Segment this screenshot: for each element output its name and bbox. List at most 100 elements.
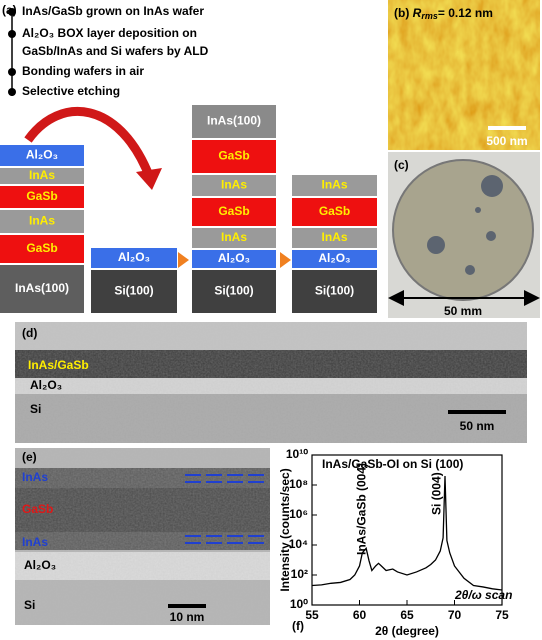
layer (192, 175, 276, 196)
x-tick-label: 70 (448, 608, 462, 622)
panel-f: 55 60 65 70 75 10⁰ 10² 10⁴ 10⁶ 10⁸ 10¹⁰ InAs/GaSb-O… (278, 447, 512, 638)
panel-d: (d) InAs/GaSb Al₂O₃ Si 50 nm (15, 322, 527, 443)
layer-label: InAs (321, 230, 347, 244)
layer-label: GaSb (26, 241, 57, 255)
layer (0, 145, 84, 166)
layer-label: GaSb (218, 149, 249, 163)
void (475, 207, 481, 213)
layer-label: Al₂O₃ (318, 251, 350, 265)
layer-label: Al₂O₃ (118, 250, 150, 264)
panel-label: (b) (394, 6, 409, 20)
scale-bar (488, 126, 526, 130)
layer-label: InAs/GaSb (28, 358, 89, 372)
scale-bar-label: 10 nm (170, 610, 205, 624)
x-tick-label: 55 (305, 608, 319, 622)
step-arrow (178, 252, 189, 268)
void (465, 265, 475, 275)
step-text: Bonding wafers in air (22, 64, 144, 78)
layer-label: GaSb (218, 204, 249, 218)
panel-b: (b) Rrms= 0.12 nm 500 nm (388, 0, 540, 150)
y-tick-label: 10¹⁰ (286, 447, 308, 461)
void (481, 175, 503, 197)
layer-label: InAs (221, 178, 247, 192)
layer (192, 228, 276, 248)
layer (91, 270, 177, 313)
layer-label: GaSb (319, 204, 350, 218)
panel-label: (c) (394, 158, 409, 172)
x-tick-label: 60 (353, 608, 367, 622)
layer-label: Al₂O₃ (30, 378, 62, 392)
scale-bar-label: 50 nm (460, 419, 495, 433)
layer-label: GaSb (22, 502, 53, 516)
y-axis-label: Intensity (counts/sec) (278, 468, 292, 591)
annotation: Si (004) (430, 472, 444, 515)
process-arrow (24, 106, 155, 180)
layer (192, 270, 276, 313)
tem-noise (15, 322, 527, 443)
xrd-curve (311, 475, 503, 591)
afm-label: (b) Rrms= 0.12 nm (394, 6, 493, 21)
rms-subscript: rms (421, 11, 438, 21)
step-dot (8, 88, 16, 96)
layer-label: InAs (29, 168, 55, 182)
wafer (392, 159, 534, 301)
y-tick-label: 10⁶ (289, 507, 308, 521)
layer-label: InAs (29, 214, 55, 228)
layer (192, 250, 276, 268)
x-tick-label: 75 (495, 608, 509, 622)
panel-e: (e) InAs GaSb InAs Al₂O₃ Si 10 nm (15, 448, 270, 625)
layer (292, 250, 377, 268)
layer-label: InAs(100) (15, 281, 69, 295)
layer (0, 235, 84, 263)
x-tick-label: 65 (400, 608, 414, 622)
layer (292, 228, 377, 248)
layer-label: InAs (22, 470, 48, 484)
step-dot (8, 30, 16, 38)
layer (0, 186, 84, 208)
rms-symbol: R (413, 6, 422, 20)
layer-label: GaSb (26, 189, 57, 203)
afm-image (388, 0, 540, 150)
scale-bar (448, 410, 506, 414)
panel-c: (c) 50 mm (388, 152, 540, 318)
chart-title: InAs/GaSb-OI on Si (100) (322, 457, 463, 471)
y-tick-label: 10⁴ (289, 537, 308, 551)
annotation: InAs/GaSb (004) (355, 463, 369, 555)
x-axis-label: 2θ (degree) (375, 624, 439, 638)
step-dot (8, 8, 16, 16)
layer-label: Si (30, 402, 41, 416)
y-tick-label: 10⁰ (290, 597, 308, 611)
y-tick-label: 10⁸ (289, 477, 308, 491)
layer-label: Al₂O₃ (26, 148, 58, 162)
step-text: Selective etching (22, 84, 120, 98)
layer (192, 140, 276, 173)
layer (0, 265, 84, 313)
step-arrow (280, 252, 291, 268)
panel-label: (f) (292, 619, 304, 633)
step-text: Al₂O₃ BOX layer deposition on (22, 26, 197, 40)
layer (292, 270, 377, 313)
layer-label: Si(100) (114, 284, 153, 298)
layer (91, 248, 177, 268)
dimension-label: 50 mm (444, 304, 482, 318)
layer-label: InAs (221, 230, 247, 244)
layer-label: InAs (321, 178, 347, 192)
layer (192, 105, 276, 138)
layer (292, 175, 377, 196)
layer (0, 210, 84, 233)
annotation: 2θ/ω scan (454, 588, 512, 602)
layer-label: InAs (22, 535, 48, 549)
scale-bar-label: 500 nm (486, 134, 527, 148)
layer-label: Al₂O₃ (24, 558, 56, 572)
panel-label: (e) (22, 450, 37, 464)
layer-label: Si (24, 598, 35, 612)
layer (192, 198, 276, 226)
layer-label: InAs(100) (207, 114, 261, 128)
panel-label: (d) (22, 326, 37, 340)
scale-bar (168, 604, 206, 608)
interface-marks (185, 474, 265, 544)
rms-value: = 0.12 nm (438, 6, 493, 20)
layer (292, 198, 377, 226)
